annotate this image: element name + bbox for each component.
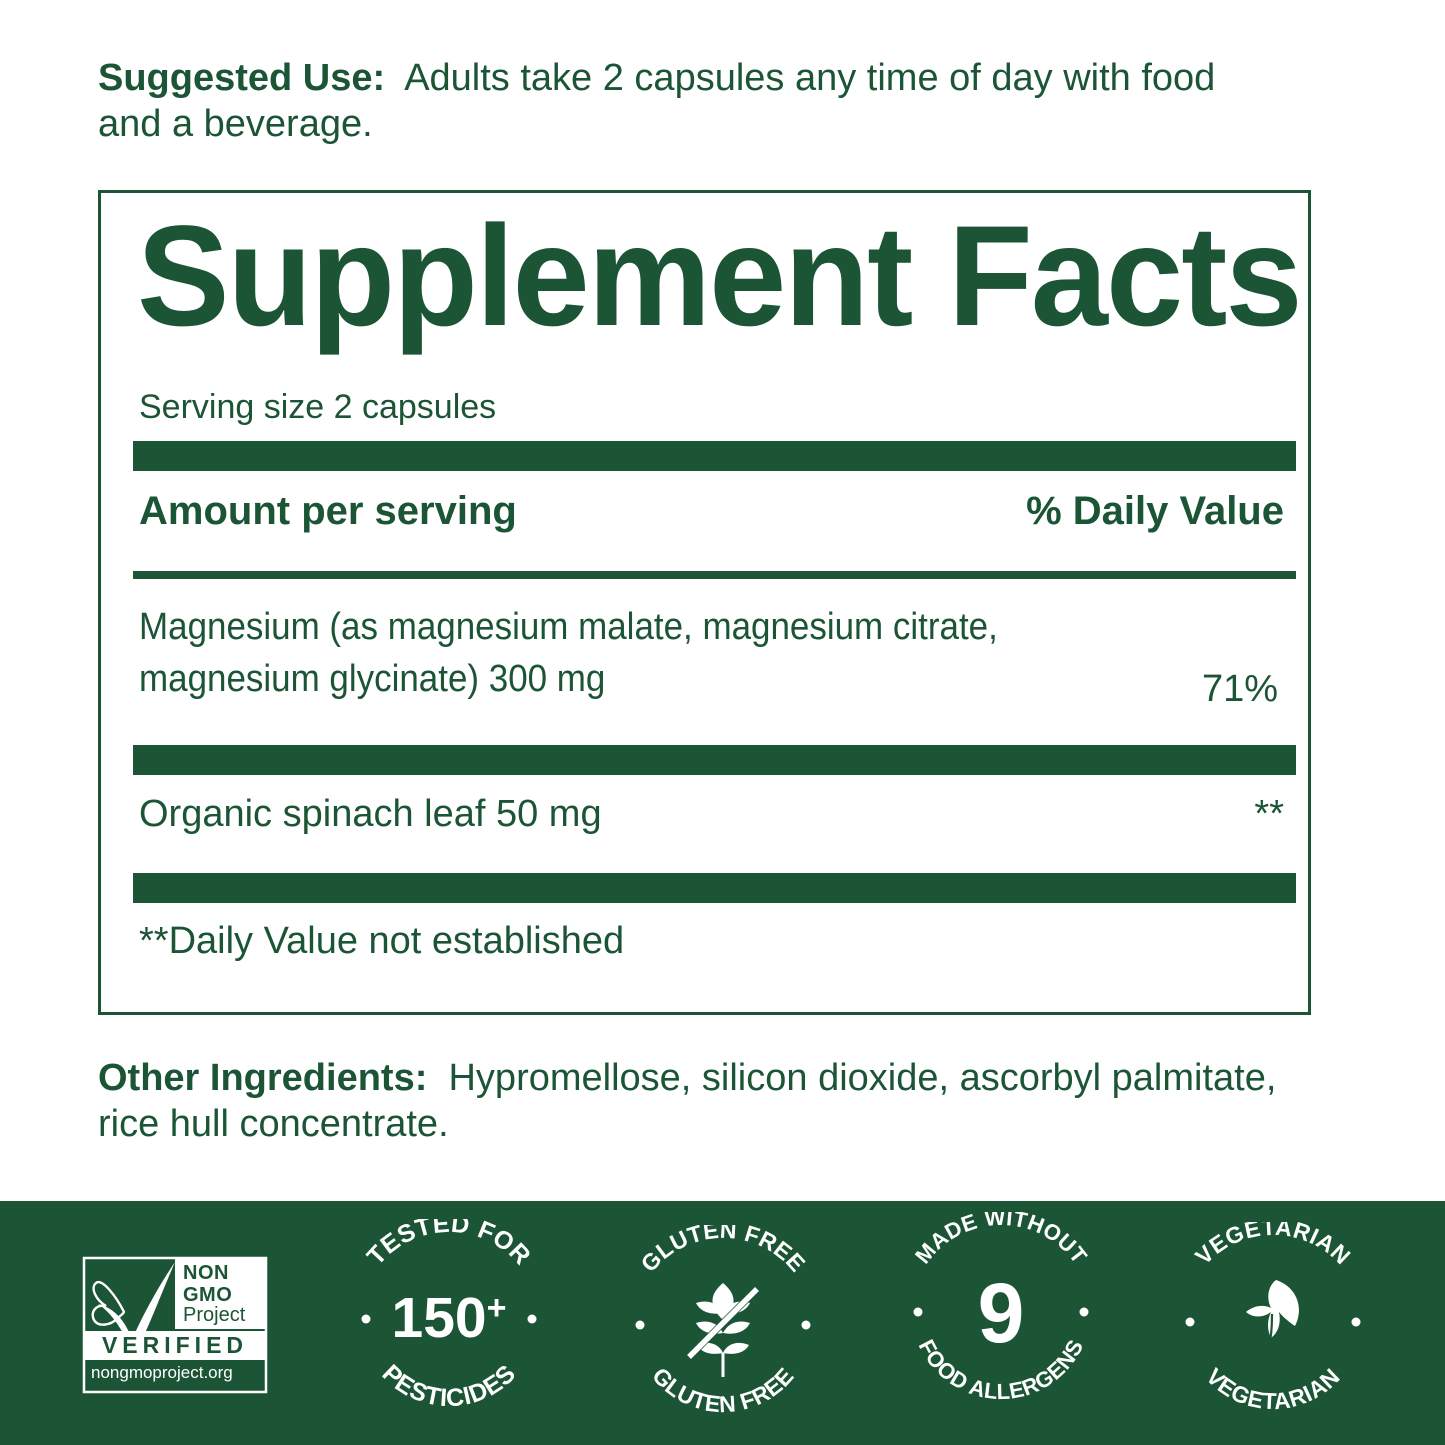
svg-text:GMO: GMO — [183, 1284, 232, 1306]
svg-text:Project: Project — [183, 1304, 246, 1326]
svg-text:GLUTEN FREE: GLUTEN FREE — [636, 1225, 811, 1277]
svg-text:150+: 150+ — [392, 1286, 507, 1350]
svg-text:nongmoproject.org: nongmoproject.org — [91, 1363, 233, 1382]
svg-text:VERIFIED: VERIFIED — [102, 1332, 248, 1358]
svg-text:VEGETARIAN: VEGETARIAN — [1201, 1363, 1345, 1414]
svg-text:9: 9 — [978, 1266, 1025, 1360]
svg-text:TESTED FOR: TESTED FOR — [362, 1219, 537, 1271]
svg-text:PESTICIDES: PESTICIDES — [377, 1359, 522, 1412]
svg-text:VEGETARIAN: VEGETARIAN — [1190, 1222, 1356, 1269]
svg-text:MADE WITHOUT: MADE WITHOUT — [910, 1212, 1092, 1268]
svg-text:NON: NON — [183, 1262, 229, 1284]
